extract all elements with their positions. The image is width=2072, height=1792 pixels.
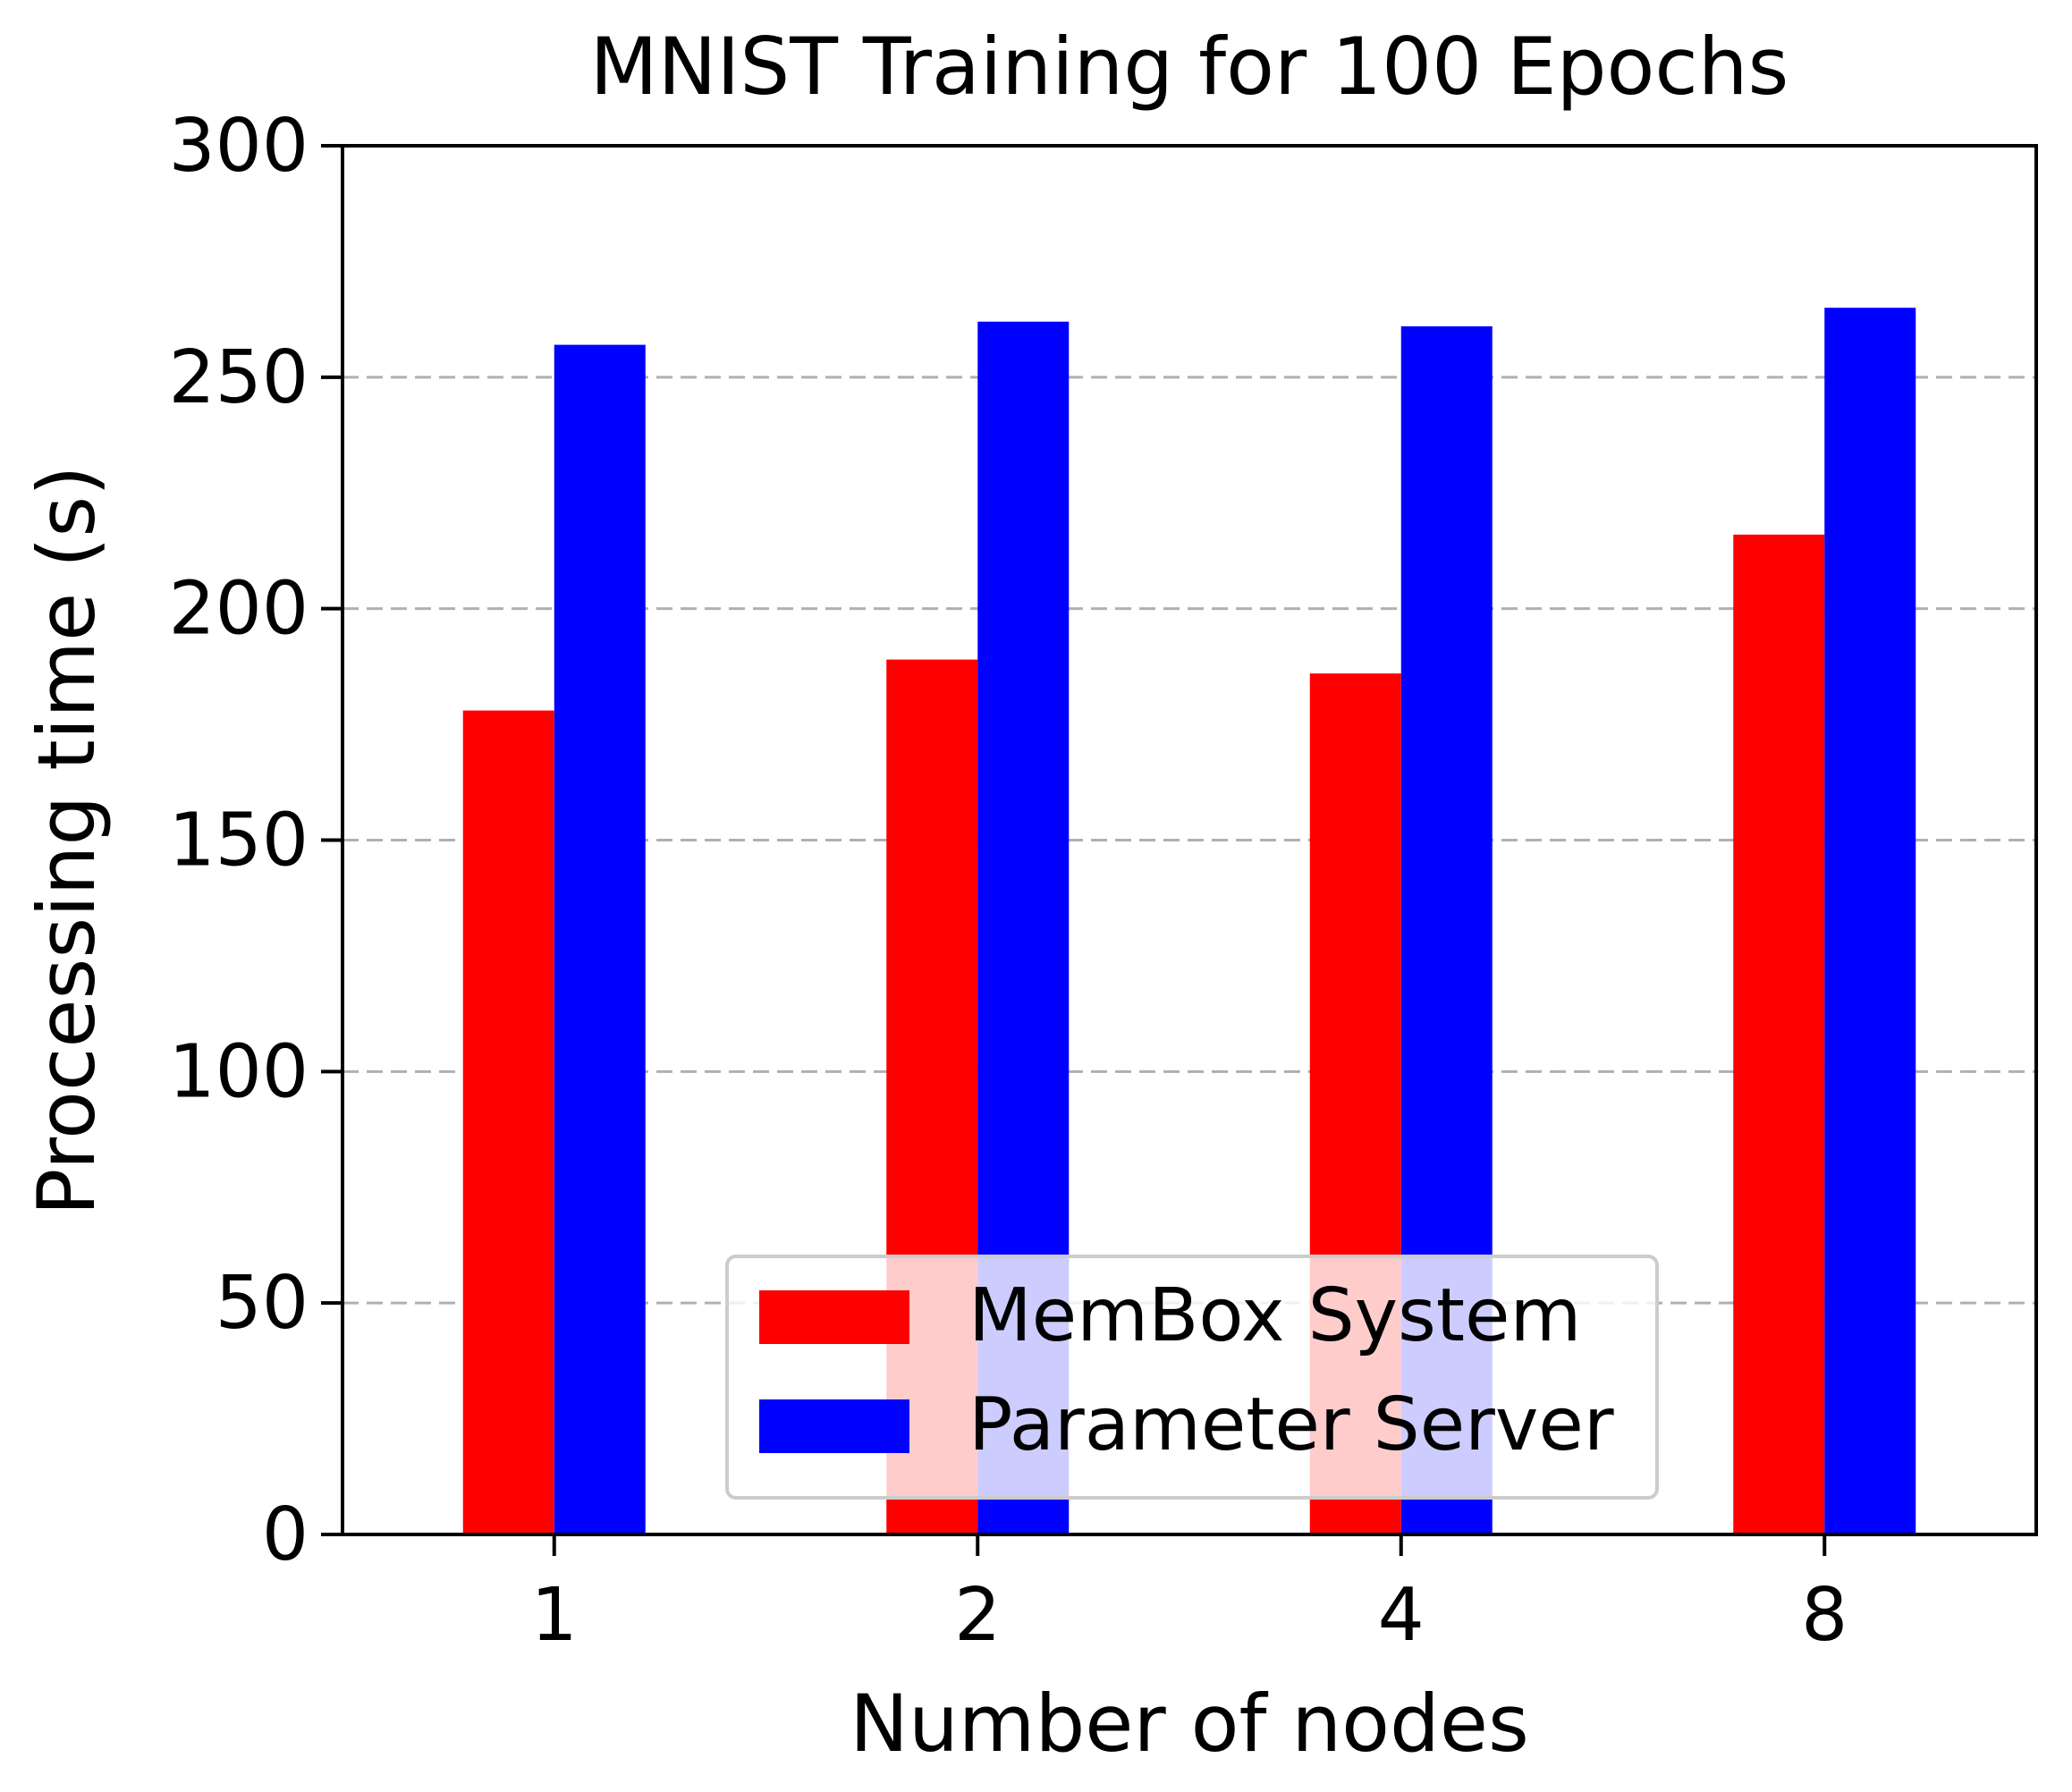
y-tick-label: 250 <box>168 335 309 420</box>
legend-swatch-parameter-server <box>759 1399 909 1453</box>
axes: 0 50 100 150 200 250 300 1 2 4 8 <box>168 104 2038 1658</box>
legend-box <box>725 1255 1659 1500</box>
y-tick-label: 200 <box>168 567 309 652</box>
bar-parameter-server-8 <box>1824 308 1916 1534</box>
x-tick-label: 1 <box>531 1573 578 1658</box>
bar-membox-8 <box>1733 534 1825 1534</box>
bar-membox-1 <box>462 710 554 1534</box>
y-axis-label: Processing time (s) <box>21 465 113 1215</box>
y-tick-label: 0 <box>262 1492 309 1577</box>
bar-parameter-server-1 <box>554 344 646 1534</box>
plot-frame <box>341 144 2038 1536</box>
legend-label: Parameter Server <box>968 1382 1614 1467</box>
x-tick-label: 4 <box>1378 1573 1425 1658</box>
x-tick-label: 8 <box>1801 1573 1848 1658</box>
legend-swatch-membox <box>759 1290 909 1344</box>
legend: MemBox System Parameter Server <box>725 1255 1659 1500</box>
x-axis-label: Number of nodes <box>850 1678 1529 1770</box>
y-tick-label: 50 <box>216 1261 309 1346</box>
legend-label: MemBox System <box>968 1273 1581 1358</box>
y-tick-label: 300 <box>168 104 309 189</box>
x-tick-label: 2 <box>954 1573 1001 1658</box>
chart-title: MNIST Training for 100 Epochs <box>590 21 1789 113</box>
y-tick-label: 150 <box>168 799 309 883</box>
y-tick-label: 100 <box>168 1029 309 1114</box>
